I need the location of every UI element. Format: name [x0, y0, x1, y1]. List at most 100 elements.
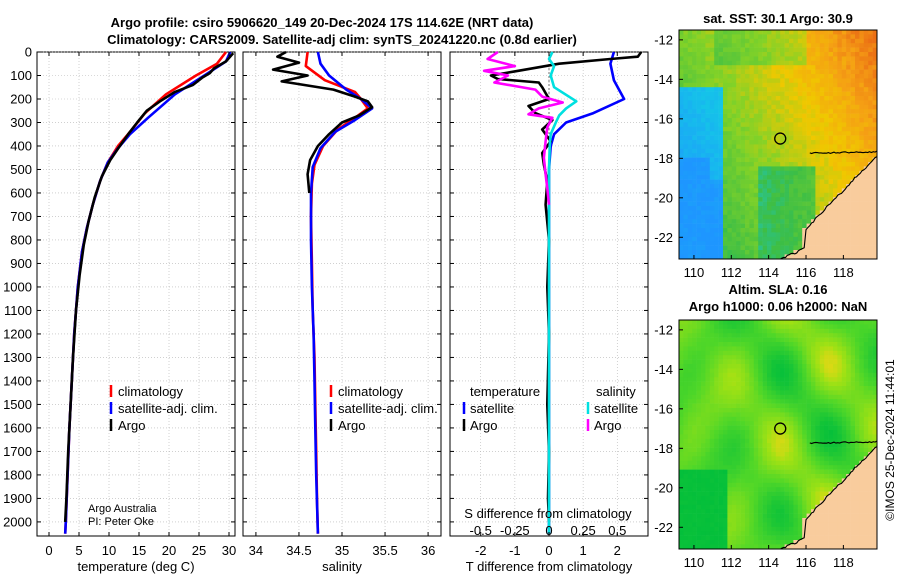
map-cell [762, 258, 768, 259]
map-cell [841, 69, 847, 75]
map-cell [683, 487, 689, 492]
map-cell [731, 148, 737, 154]
map-cell [718, 148, 724, 154]
map-cell [718, 126, 724, 132]
map-cell [806, 131, 812, 136]
map-cell [850, 228, 856, 233]
map-cell [745, 478, 750, 484]
map-cell [793, 122, 799, 128]
map-cell [705, 60, 711, 66]
map-cell [762, 320, 768, 325]
map-cell [745, 474, 750, 479]
map-cell [723, 460, 728, 466]
map-cell [727, 34, 733, 40]
map-cell [767, 91, 772, 97]
xtick-label: 35.5 [372, 543, 397, 558]
map-cell [709, 223, 715, 229]
map-cell [749, 399, 755, 404]
map-cell [692, 140, 697, 145]
map-cell [855, 364, 860, 369]
map-cell [797, 320, 803, 325]
map-cell [687, 324, 693, 330]
map-cell [718, 170, 724, 176]
series-line-argo [271, 50, 374, 194]
map-cell [855, 170, 860, 176]
map-cell [762, 478, 768, 484]
map-cell [749, 355, 755, 360]
map-cell [859, 219, 865, 224]
map-cell [767, 74, 772, 79]
map-cell [727, 540, 733, 545]
map-cell [775, 170, 781, 176]
map-cell [749, 100, 755, 106]
map-cell [709, 52, 715, 57]
map-cell [811, 443, 816, 448]
map-cell [833, 430, 838, 435]
map-cell [679, 394, 684, 400]
map-cell [815, 43, 821, 48]
map-cell [683, 245, 689, 251]
map-cell [846, 47, 851, 53]
map-cell [868, 52, 873, 57]
map-cell [683, 96, 689, 101]
map-cell [784, 443, 790, 448]
map-cell [723, 166, 728, 172]
map-cell [811, 333, 816, 338]
map-cell [723, 372, 728, 378]
map-cell [811, 78, 816, 84]
map-cell [753, 91, 759, 97]
map-cell [753, 100, 759, 106]
xtick-label: -1 [509, 543, 521, 558]
xtick-label: -2 [475, 543, 487, 558]
map-cell [780, 148, 785, 154]
map-cell [837, 38, 843, 44]
map-cell [850, 474, 856, 479]
map-cell [705, 390, 711, 396]
map-cell [762, 122, 768, 128]
map-cell [718, 96, 724, 101]
map-cell [775, 496, 781, 501]
map-cell [833, 509, 838, 514]
map-cell [731, 531, 737, 536]
map-cell [740, 425, 746, 431]
map-cell [775, 469, 781, 475]
map-cell [837, 469, 843, 475]
map-cell [692, 206, 697, 211]
map-cell [806, 460, 812, 466]
map-cell [841, 144, 847, 150]
map-cell [868, 100, 873, 106]
map-cell [855, 408, 860, 413]
map-cell [859, 350, 865, 356]
map-cell [723, 491, 728, 497]
map-cell [806, 412, 812, 418]
map-cell [780, 487, 785, 492]
map-cell [797, 104, 803, 110]
map-cell [749, 47, 755, 53]
map-cell [806, 153, 812, 158]
map-cell [753, 157, 759, 163]
map-cell [731, 113, 737, 119]
map-cell [859, 223, 865, 229]
map-cell [824, 214, 829, 220]
map-cell [758, 408, 763, 413]
map-cell [696, 544, 702, 549]
map-cell [692, 359, 697, 365]
map-cell [797, 430, 803, 435]
map-cell [736, 144, 741, 150]
map-cell [775, 250, 781, 255]
map-cell [855, 425, 860, 431]
map-cell [828, 504, 834, 510]
map-cell [859, 377, 865, 382]
map-cell [863, 65, 869, 70]
map-cell [789, 122, 794, 128]
map-cell [855, 56, 860, 62]
map-cell [709, 333, 715, 338]
map-cell [789, 535, 794, 541]
map-cell [855, 548, 860, 549]
map-cell [828, 526, 834, 532]
map-cell [775, 452, 781, 457]
map-cell [793, 104, 799, 110]
map-cell [709, 416, 715, 422]
map-cell [819, 460, 825, 466]
map-cell [723, 30, 728, 35]
